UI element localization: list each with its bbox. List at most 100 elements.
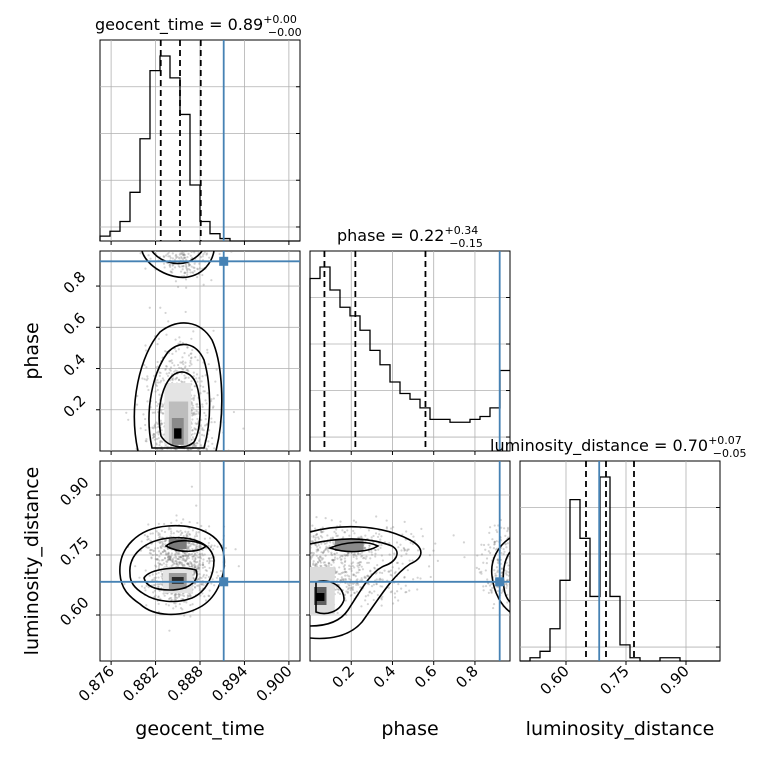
- scatter-point: [192, 444, 196, 447]
- scatter-point: [357, 566, 360, 569]
- scatter-point: [186, 368, 189, 372]
- scatter-point: [162, 262, 166, 265]
- scatter-point: [192, 412, 195, 415]
- scatter-point: [159, 540, 162, 543]
- scatter-point: [380, 535, 383, 538]
- scatter-point: [171, 563, 174, 566]
- contour-outer: [310, 526, 422, 640]
- scatter-point: [198, 546, 201, 549]
- scatter-point: [198, 249, 200, 251]
- scatter-point: [123, 582, 126, 586]
- scatter-point: [320, 542, 323, 545]
- scatter-point: [366, 582, 369, 585]
- scatter-point: [178, 563, 181, 566]
- scatter-point: [391, 566, 394, 569]
- scatter-point: [193, 411, 196, 414]
- scatter-point: [344, 554, 347, 557]
- scatter-point: [167, 552, 170, 555]
- scatter-point: [397, 583, 400, 586]
- scatter-point: [190, 265, 193, 268]
- scatter-point: [358, 561, 361, 564]
- scatter-point: [165, 372, 168, 375]
- scatter-point: [209, 546, 213, 549]
- scatter-point: [166, 553, 170, 556]
- scatter-point: [149, 230, 151, 232]
- scatter-point: [213, 421, 216, 424]
- scatter-point: [480, 553, 484, 556]
- scatter-point: [416, 549, 420, 552]
- scatter-point: [332, 542, 335, 546]
- scatter-point: [183, 563, 186, 566]
- scatter-point: [500, 552, 503, 555]
- scatter-point: [363, 576, 366, 579]
- scatter-point: [156, 558, 159, 561]
- scatter-point: [170, 532, 173, 535]
- scatter-point: [159, 535, 162, 538]
- scatter-point: [195, 534, 199, 538]
- scatter-point: [177, 530, 180, 533]
- scatter-point: [354, 521, 358, 524]
- scatter-point: [208, 560, 211, 563]
- scatter-point: [314, 565, 317, 568]
- scatter-point: [196, 547, 199, 550]
- scatter-point: [183, 253, 187, 257]
- scatter-point: [208, 537, 212, 540]
- scatter-point: [189, 449, 192, 451]
- scatter-point: [175, 253, 178, 256]
- scatter-point: [506, 542, 509, 545]
- scatter-point: [168, 558, 171, 561]
- scatter-point: [168, 371, 171, 375]
- scatter-point: [193, 563, 196, 566]
- scatter-point: [154, 564, 157, 567]
- scatter-point: [369, 557, 372, 560]
- scatter-point: [183, 551, 186, 554]
- scatter-point: [155, 381, 158, 384]
- scatter-point: [194, 553, 197, 556]
- scatter-point: [157, 585, 160, 588]
- scatter-point: [169, 369, 172, 372]
- scatter-point: [180, 598, 183, 601]
- scatter-point: [184, 278, 188, 281]
- scatter-point: [155, 437, 158, 441]
- scatter-point: [155, 572, 158, 576]
- scatter-point: [171, 257, 174, 260]
- scatter-point: [376, 564, 379, 567]
- scatter-point: [320, 564, 323, 568]
- scatter-point: [404, 584, 407, 587]
- scatter-point: [394, 570, 397, 574]
- scatter-point: [191, 565, 194, 568]
- scatter-point: [187, 376, 190, 379]
- contours-distance-vs-geocent-time: [119, 524, 226, 616]
- scatter-point: [174, 605, 177, 608]
- scatter-point: [189, 352, 192, 355]
- scatter-point: [197, 563, 200, 566]
- scatter-point: [517, 543, 519, 545]
- scatter-point: [144, 569, 147, 572]
- scatter-point: [412, 535, 415, 538]
- scatter-point: [206, 351, 209, 354]
- scatter-point: [160, 552, 163, 555]
- scatter-point: [140, 585, 144, 588]
- scatter-point: [193, 269, 196, 273]
- scatter-point: [161, 540, 164, 543]
- scatter-point: [186, 346, 189, 349]
- scatter-point: [512, 571, 514, 573]
- scatter-point: [158, 559, 161, 562]
- scatter-point: [199, 544, 202, 548]
- scatter-point: [352, 553, 355, 556]
- scatter-point: [370, 592, 373, 595]
- scatter-point: [183, 377, 186, 380]
- scatter-point: [168, 526, 171, 529]
- scatter-point: [192, 248, 194, 250]
- scatter-point: [181, 253, 184, 256]
- scatter-point: [331, 536, 334, 539]
- scatter-point: [164, 311, 167, 315]
- scatter-point: [351, 587, 354, 590]
- scatter-point: [192, 271, 195, 274]
- scatter-point: [343, 568, 346, 571]
- scatter-point: [338, 556, 342, 559]
- scatter-point: [161, 448, 164, 451]
- scatter-point: [167, 555, 170, 558]
- scatter-point: [197, 568, 200, 571]
- scatter-point: [169, 527, 172, 530]
